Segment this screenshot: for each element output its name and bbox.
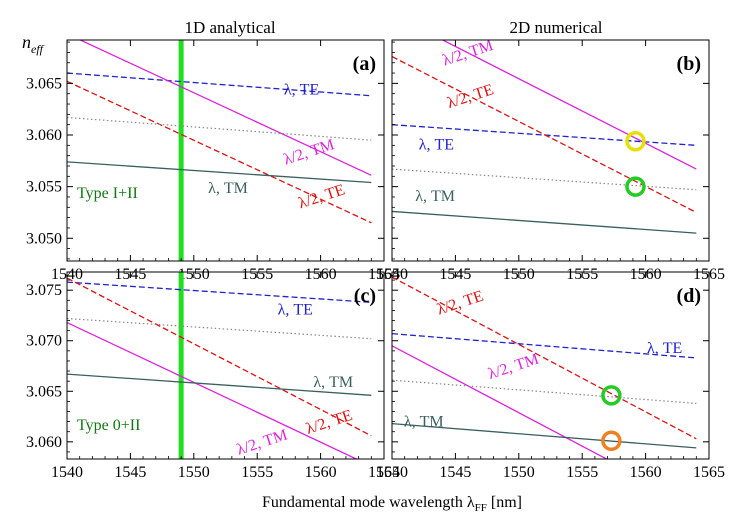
panel-b-line-label-1: λ/2, TE [445,81,496,112]
panel-d-series-line-matching [392,379,697,405]
panel-b-intersection-circle-1 [625,176,646,197]
x-axis-label-unit: [nm] [491,494,522,511]
panel-d-tag: (d) [677,285,701,307]
panel-d-plot-area [392,276,697,459]
panel-c-series-line-tm-fundamental [67,373,372,396]
panel-c-y-tick-label: 3.070 [26,333,62,350]
panel-a-series-line-te-half [67,80,372,224]
panel-c-series-line-te-half [67,277,372,437]
panel-c-x-tick-label: 1550 [178,464,210,481]
panel-b-line-label-3: λ, TM [415,188,455,205]
panel-c: λ, TE λ, TM λ/2, TE λ/2, TM Type 0+II 1540 154… [26,271,400,481]
panel-d-x-tick-label: 1565 [693,464,725,481]
x-axis-label-main: Fundamental mode wavelength λ [262,494,475,511]
panel-d-series-line-tm-fundamental [392,422,697,449]
panel-c-series-line-te-fundamental [67,281,372,303]
panel-a-y-tick-label: 3.065 [26,75,62,92]
panel-c-line-label-3: λ/2, TM [235,426,290,458]
panel-a-plot-area [67,40,372,261]
panel-d-x-tick-label: 1540 [376,464,408,481]
panel-c-x-tick-label: 1560 [305,464,337,481]
panel-c-line-label-2: λ/2, TE [304,407,355,438]
panel-a-line-label-0: λ, TE [284,82,319,99]
panel-d-x-tick-label: 1545 [439,464,471,481]
panel-a-tag: (a) [353,53,376,75]
panel-d-intersection-circle-0 [601,385,622,406]
panel-d-series-line-te-fundamental [392,333,697,359]
panel-b-series-line-tm-fundamental [392,210,697,234]
panel-b-line-label-2: λ, TE [419,136,454,153]
panel-c-x-tick-label: 1545 [114,464,146,481]
panel-d-x-tick-label: 1550 [503,464,535,481]
panel-c-frame [66,271,385,460]
panel-d-line-label-1: λ, TE [647,340,682,357]
panel-d-series-line-te-half [392,276,697,440]
panel-c-series-line-matching [67,317,372,340]
panel-a-series-line-te-fundamental [67,72,372,97]
panel-a-line-label-3: λ, TM [208,180,248,197]
panel-d-frame [391,271,710,460]
panel-c-type-label: Type 0+II [77,417,140,434]
panel-b-tag: (b) [677,53,701,75]
panel-a-line-label-1: λ/2, TM [282,136,337,168]
panel-d-x-tick-label: 1560 [630,464,662,481]
panel-c-x-tick-label: 1540 [51,464,83,481]
panel-a-series-line-tm-half [78,40,372,176]
panel-c-plot-area [67,272,372,459]
panel-c-line-label-1: λ, TM [313,374,353,391]
panel-b-line-label-0: λ/2, TM [441,37,496,69]
panel-a-y-tick-label: 3.060 [26,127,62,144]
panel-c-series-line-tm-half [67,321,358,459]
panel-d-x-tick-label: 1555 [566,464,598,481]
panel-a-y-tick-label: 3.050 [26,230,62,247]
panel-d-intersection-circle-1 [601,430,622,452]
panel-d-line-label-3: λ, TM [404,414,444,431]
panel-b-frame [391,39,710,262]
column-title-2d: 2D numerical [510,18,603,37]
panel-c-x-tick-label: 1555 [241,464,273,481]
column-title-1d: 1D analytical [184,18,275,37]
panel-c-y-tick-label: 3.060 [26,434,62,451]
x-axis-label: Fundamental mode wavelength λFF [nm] [262,494,522,514]
panel-d-series-line-tm-half [392,345,608,459]
panel-a-type-label: Type I+II [77,185,138,202]
panel-a-series-line-matching [67,116,372,141]
y-axis-label-sub: eff [31,42,45,56]
panel-a-y-tick-label: 3.055 [26,179,62,196]
y-axis-label: neff [22,32,45,56]
panel-a-frame [66,39,385,262]
panel-c-y-tick-label: 3.075 [26,282,62,299]
panel-a-series-line-tm-fundamental [67,161,372,184]
panel-c-y-tick-label: 3.065 [26,383,62,400]
panel-c-tag: (c) [354,285,376,307]
x-axis-label-sub: FF [475,502,487,514]
panel-d-line-label-2: λ/2, TM [486,351,541,383]
panel-c-line-label-0: λ, TE [278,301,313,318]
y-axis-label-main: n [22,32,31,52]
panel-c-x-tick-label: 1565 [368,464,400,481]
panel-b-series-line-matching [392,168,697,191]
panel-b-intersection-circle-0 [625,130,646,152]
